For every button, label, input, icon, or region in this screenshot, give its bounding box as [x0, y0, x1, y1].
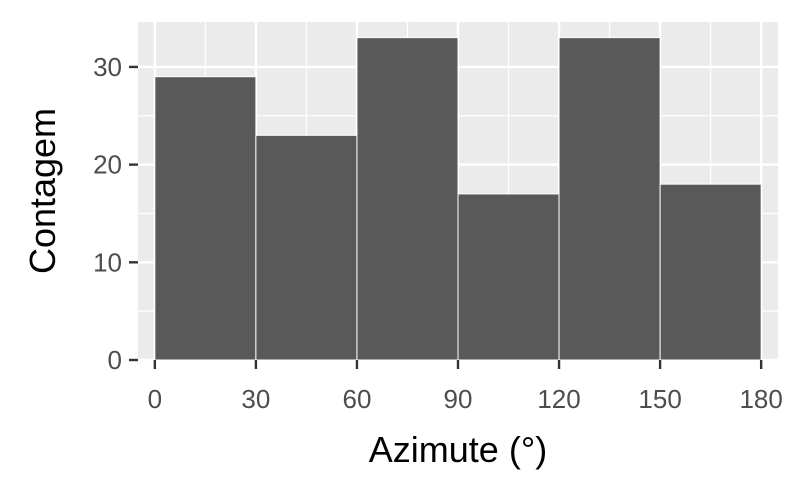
- y-tick-label: 20: [93, 150, 122, 180]
- x-tick-label: 30: [241, 384, 270, 414]
- x-tick-label: 150: [638, 384, 681, 414]
- y-tick-label: 10: [93, 247, 122, 277]
- histogram-bar: [356, 37, 459, 361]
- x-tick-label: 0: [148, 384, 162, 414]
- histogram-bar: [659, 183, 762, 361]
- y-axis: 0 10 20 30: [93, 52, 138, 375]
- histogram-bar: [558, 37, 661, 361]
- x-tick-label: 120: [537, 384, 580, 414]
- x-tick-label: 180: [739, 384, 782, 414]
- histogram-bar: [255, 134, 358, 361]
- histogram-bar: [457, 193, 560, 361]
- x-tick-label: 60: [342, 384, 371, 414]
- x-tick-label: 90: [444, 384, 473, 414]
- y-axis-title: Contagem: [22, 108, 63, 274]
- x-axis: 0 30 60 90 120 150 180: [148, 360, 783, 414]
- y-tick-label: 30: [93, 52, 122, 82]
- x-axis-title: Azimute (°): [369, 429, 547, 470]
- bars: [154, 37, 762, 361]
- histogram-bar: [154, 76, 257, 361]
- y-tick-label: 0: [108, 345, 122, 375]
